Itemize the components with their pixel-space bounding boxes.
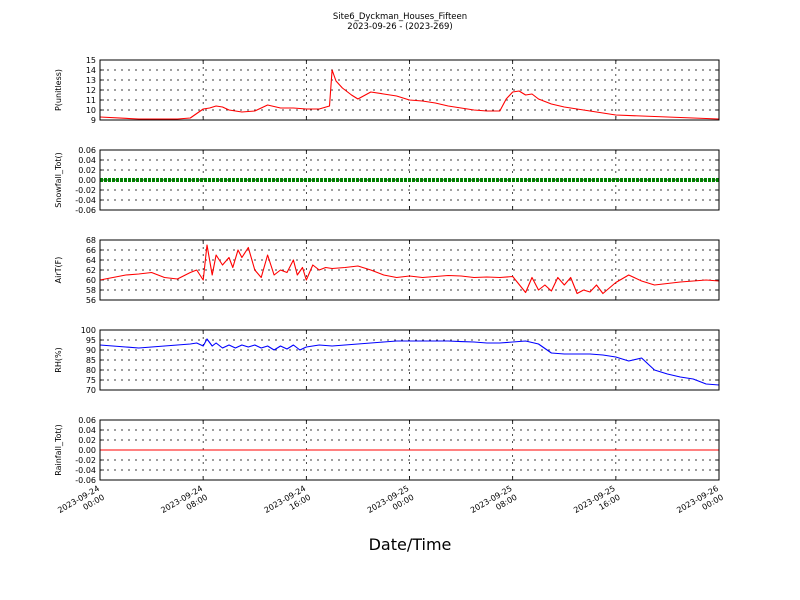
y-tick-label: 58 bbox=[86, 286, 96, 295]
y-tick-label: 64 bbox=[86, 256, 96, 265]
chart-title: Site6_Dyckman_Houses_Fifteen bbox=[333, 12, 467, 22]
x-tick-label: 2023-09-2416:00 bbox=[263, 484, 313, 524]
y-tick-label: 15 bbox=[86, 56, 96, 65]
panel-frame bbox=[99, 239, 720, 301]
y-axis-label: Snowfall_Tot() bbox=[54, 152, 63, 208]
y-tick-label: 0.02 bbox=[78, 436, 96, 445]
panel-2: -0.06-0.04-0.020.000.020.040.06 Snowfall_… bbox=[54, 146, 720, 215]
y-axis-label: Rainfall_Tot() bbox=[54, 424, 63, 476]
y-tick-label: 68 bbox=[86, 236, 96, 245]
y-tick-label: -0.02 bbox=[75, 456, 96, 465]
x-tick-label: 2023-09-2508:00 bbox=[469, 484, 519, 524]
y-tick-label: 0.00 bbox=[78, 446, 96, 455]
y-tick-label: -0.06 bbox=[75, 206, 96, 215]
y-tick-label: 80 bbox=[86, 366, 96, 375]
x-tick-label: 2023-09-2400:00 bbox=[56, 484, 106, 524]
y-tick-label: 60 bbox=[86, 276, 96, 285]
y-tick-label: 100 bbox=[81, 326, 96, 335]
y-tick-label: 75 bbox=[86, 376, 96, 385]
y-tick-label: 90 bbox=[86, 346, 96, 355]
y-tick-label: 13 bbox=[86, 76, 96, 85]
y-axis-label: RH(%) bbox=[54, 347, 63, 372]
x-axis-label: Date/Time bbox=[369, 535, 452, 554]
series-line bbox=[99, 338, 720, 386]
y-tick-label: 85 bbox=[86, 356, 96, 365]
series-line bbox=[99, 244, 720, 295]
y-tick-label: 66 bbox=[86, 246, 96, 255]
y-tick-label: 56 bbox=[86, 296, 96, 305]
y-tick-label: 12 bbox=[86, 86, 96, 95]
y-tick-label: -0.02 bbox=[75, 186, 96, 195]
y-tick-label: 11 bbox=[86, 96, 96, 105]
y-tick-label: 0.06 bbox=[78, 416, 96, 425]
panel-frame bbox=[99, 149, 720, 211]
y-tick-label: 0.00 bbox=[78, 176, 96, 185]
panel-frame bbox=[99, 329, 720, 391]
x-tick-label: 2023-09-2408:00 bbox=[159, 484, 209, 524]
y-tick-label: 0.04 bbox=[78, 156, 96, 165]
y-tick-label: 0.06 bbox=[78, 146, 96, 155]
x-tick-label: 2023-09-2600:00 bbox=[675, 484, 725, 524]
y-tick-label: 14 bbox=[86, 66, 96, 75]
x-tick-labels: 2023-09-2400:00 2023-09-2408:00 2023-09-24… bbox=[56, 484, 725, 524]
series-line bbox=[99, 69, 720, 120]
y-axis-label: P(unitless) bbox=[54, 69, 63, 111]
y-tick-label: 9 bbox=[91, 116, 96, 125]
y-tick-label: 95 bbox=[86, 336, 96, 345]
y-tick-label: 0.04 bbox=[78, 426, 96, 435]
y-axis-label: AirT(F) bbox=[54, 257, 63, 284]
panels-group: 9101112131415P(unitless)-0.06-0.04-0.020… bbox=[54, 56, 720, 485]
y-tick-label: -0.06 bbox=[75, 476, 96, 485]
panel-5: -0.06-0.04-0.020.000.020.040.06 Rainfall_… bbox=[54, 416, 720, 485]
panel-frame bbox=[99, 59, 720, 121]
y-tick-label: -0.04 bbox=[75, 196, 96, 205]
y-tick-label: 0.02 bbox=[78, 166, 96, 175]
y-tick-label: 10 bbox=[86, 106, 96, 115]
y-tick-label: -0.04 bbox=[75, 466, 96, 475]
panel-frame bbox=[99, 419, 720, 481]
chart-subtitle: 2023-09-26 - (2023-269) bbox=[347, 22, 452, 32]
x-tick-label: 2023-09-2500:00 bbox=[366, 484, 416, 524]
y-tick-label: 62 bbox=[86, 266, 96, 275]
y-tick-label: 70 bbox=[86, 386, 96, 395]
x-tick-label: 2023-09-2516:00 bbox=[572, 484, 622, 524]
